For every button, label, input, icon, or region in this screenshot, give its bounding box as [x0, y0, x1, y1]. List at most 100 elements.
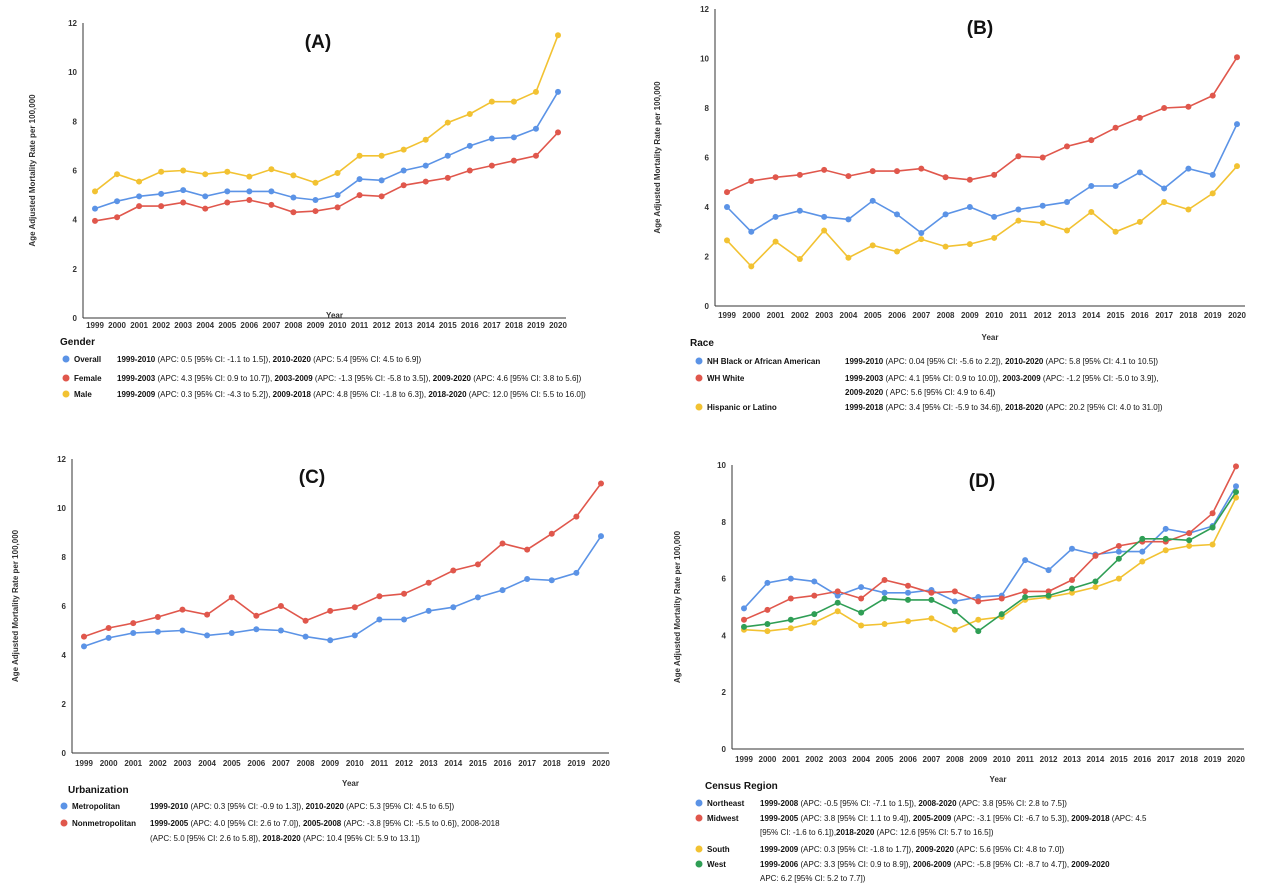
x-tick-label: 2007 — [923, 755, 941, 764]
legend-period: 1999-2006 — [760, 860, 799, 869]
data-point — [450, 567, 457, 574]
legend-period: 2006-2009 — [913, 860, 952, 869]
data-point — [764, 628, 771, 635]
y-tick-label: 12 — [700, 5, 709, 14]
x-tick-label: 2001 — [767, 311, 785, 320]
data-point — [991, 171, 998, 178]
data-point — [136, 203, 143, 210]
x-tick-label: 2014 — [1082, 311, 1100, 320]
data-point — [1233, 483, 1239, 490]
data-point — [1185, 103, 1192, 110]
x-tick-label: 2010 — [993, 755, 1011, 764]
legend-period: 2010-2020 — [273, 355, 312, 364]
data-point — [1186, 530, 1193, 537]
data-point — [425, 607, 432, 614]
data-point — [1136, 169, 1143, 176]
data-point — [1209, 510, 1216, 517]
data-point — [869, 168, 876, 175]
x-tick-label: 2003 — [815, 311, 833, 320]
y-tick-label: 12 — [68, 19, 77, 28]
x-tick-label: 2006 — [240, 321, 258, 330]
data-point — [796, 171, 803, 178]
data-point — [180, 167, 187, 174]
x-tick-label: 2001 — [130, 321, 148, 330]
legend-series-name: Overall — [74, 355, 101, 364]
legend-marker — [695, 860, 703, 868]
x-tick-label: 2011 — [1010, 311, 1028, 320]
data-point — [1064, 143, 1070, 150]
x-tick-label: 1999 — [735, 755, 753, 764]
data-point — [1088, 137, 1095, 144]
legend-period: 2018-2020 — [836, 828, 875, 837]
data-point — [942, 174, 949, 181]
legend-apc-value: (APC: 0.3 [95% CI: -1.8 to 1.7]), — [798, 845, 915, 854]
data-point — [253, 626, 260, 633]
x-tick-label: 2001 — [782, 755, 800, 764]
data-point — [532, 152, 539, 159]
x-tick-label: 2020 — [592, 759, 610, 768]
data-point — [114, 214, 121, 221]
x-tick-label: 2012 — [395, 759, 413, 768]
legend-marker — [60, 802, 68, 810]
data-point — [400, 146, 407, 153]
chart-title: (D) — [969, 471, 995, 492]
data-point — [1112, 182, 1119, 189]
data-point — [1064, 199, 1070, 206]
data-point — [966, 241, 973, 248]
y-tick-label: 2 — [73, 265, 78, 274]
data-point — [376, 616, 383, 623]
data-point — [1209, 92, 1216, 99]
data-point — [1015, 217, 1022, 224]
data-point — [378, 193, 385, 200]
data-point — [401, 616, 408, 623]
data-point — [499, 587, 506, 594]
legend-apc-value: (APC: 4.3 [95% CI: 0.9 to 10.7]), — [155, 374, 274, 383]
x-tick-label: 2011 — [1016, 755, 1034, 764]
legend-apc-value: (APC: -1.2 [95% CI: -5.0 to 3.9]), — [1041, 374, 1159, 383]
x-tick-label: 2004 — [198, 759, 216, 768]
y-tick-label: 12 — [57, 455, 66, 464]
data-point — [356, 192, 363, 199]
series-line-wh-white — [726, 56, 1238, 193]
data-point — [277, 627, 284, 634]
data-point — [894, 168, 900, 175]
y-tick-label: 8 — [722, 518, 727, 527]
data-point — [951, 608, 958, 615]
x-tick-label: 2010 — [985, 311, 1003, 320]
legend-apc-text: 1999-2006 (APC: 3.3 [95% CI: 0.9 to 8.9]… — [760, 860, 1110, 869]
legend-apc-text: 1999-2010 (APC: 0.04 [95% CI: -5.6 to 2.… — [845, 357, 1158, 366]
y-tick-label: 6 — [62, 602, 67, 611]
x-tick-label: 2009 — [307, 321, 325, 330]
x-tick-label: 2010 — [329, 321, 347, 330]
data-point — [1234, 163, 1240, 170]
data-point — [975, 628, 982, 635]
x-tick-label: 2019 — [1204, 755, 1222, 764]
data-point — [224, 168, 231, 175]
x-tick-label: 1999 — [86, 321, 104, 330]
y-tick-label: 4 — [722, 631, 727, 640]
legend-series-name: Metropolitan — [72, 802, 120, 811]
legend-apc-value: (APC: 5.0 [95% CI: 2.6 to 5.8]), — [150, 834, 263, 843]
data-point — [1092, 578, 1099, 585]
data-point — [228, 629, 235, 636]
data-point — [268, 201, 275, 208]
y-tick-label: 6 — [705, 154, 710, 163]
data-point — [942, 243, 949, 250]
x-tick-label: 2012 — [1034, 311, 1052, 320]
data-point — [796, 255, 803, 262]
data-point — [1045, 588, 1052, 595]
data-point — [998, 595, 1005, 602]
legend-marker — [62, 355, 70, 363]
data-point — [422, 136, 429, 143]
x-axis-label: Year — [982, 333, 999, 342]
x-tick-label: 2019 — [527, 321, 545, 330]
x-tick-label: 2003 — [174, 759, 192, 768]
legend-marker — [695, 845, 703, 853]
data-point — [1209, 190, 1216, 197]
legend-apc-text: 1999-2010 (APC: 0.3 [95% CI: -0.9 to 1.3… — [150, 802, 455, 811]
x-tick-label: 2017 — [518, 759, 536, 768]
data-point — [400, 182, 407, 189]
chart-title: (A) — [305, 32, 331, 53]
x-axis-label: Year — [342, 779, 359, 788]
legend-period: 2005-2008 — [303, 819, 342, 828]
